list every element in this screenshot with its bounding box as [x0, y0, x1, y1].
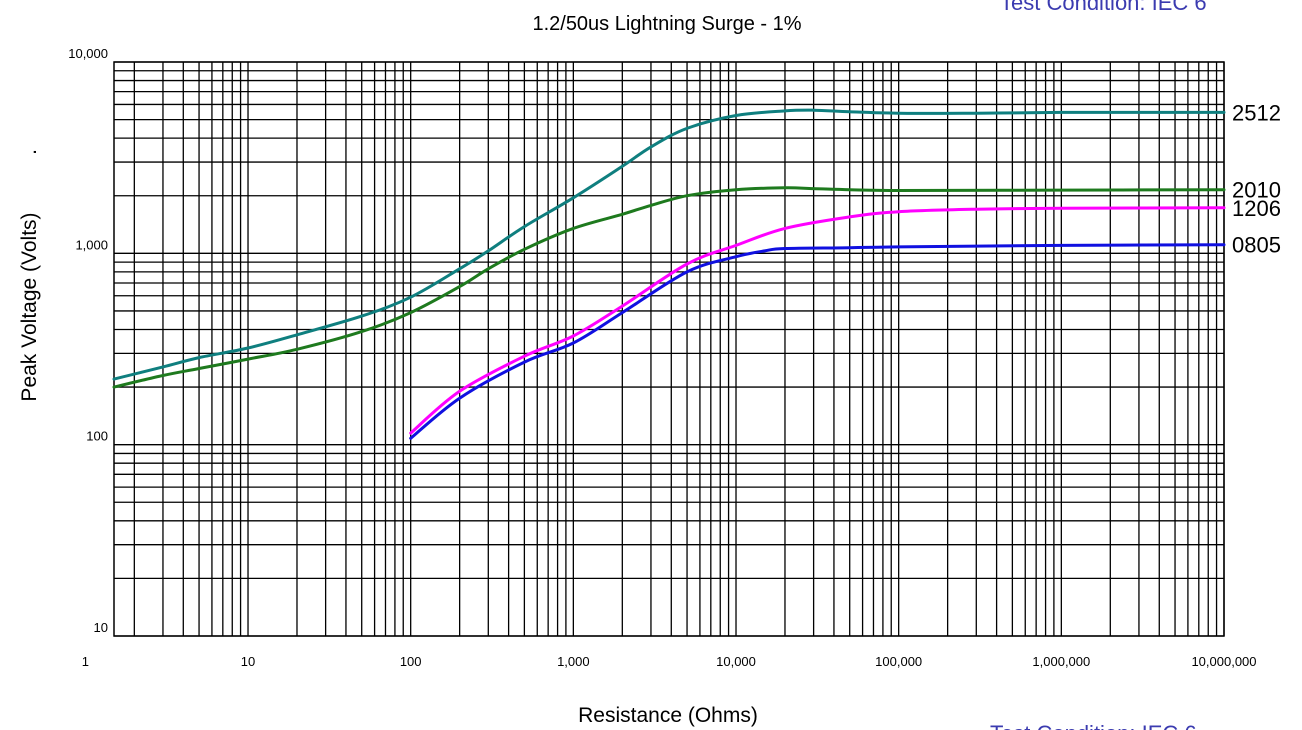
series-lines [112, 108, 1226, 440]
series-line-1206 [409, 206, 1226, 435]
test-condition-note-bottom: Test Condition: IEC 6 [990, 721, 1197, 730]
series-label-1206: 1206 [1232, 196, 1281, 221]
series-label-2010: 2010 [1232, 178, 1281, 203]
y-tick-label: 10 [94, 620, 108, 635]
y-tick-label: 10,000 [68, 46, 108, 61]
series-line-2512 [112, 108, 1226, 381]
chart-title: 1.2/50us Lightning Surge - 1% [532, 13, 801, 35]
x-tick-label: 100,000 [875, 654, 922, 669]
x-tick-label: 10 [241, 654, 255, 669]
series-line-0805 [409, 243, 1226, 440]
tick-labels: 1 10 100 1,000 10,000 100,000 1,000,000 10,000,… [68, 46, 1256, 669]
x-tick-label: 1,000 [557, 654, 590, 669]
x-axis-label: Resistance (Ohms) [578, 704, 758, 727]
x-tick-label: 1,000,000 [1032, 654, 1090, 669]
x-tick-label: 10,000,000 [1191, 654, 1256, 669]
y-tick-label: 100 [86, 429, 108, 444]
grid [113, 61, 1225, 637]
x-tick-label: 1 [82, 654, 89, 669]
x-tick-label: 100 [400, 654, 422, 669]
series-line-2010 [112, 186, 1226, 389]
series-label-0805: 0805 [1232, 233, 1281, 258]
plot-frame [113, 61, 1225, 637]
x-tick-label: 10,000 [716, 654, 756, 669]
y-axis-label-dot: . [18, 149, 41, 155]
y-axis-label: Peak Voltage (Volts) [18, 212, 41, 401]
test-condition-note-top: Test Condition: IEC 6 [1000, 0, 1207, 15]
series-label-2512: 2512 [1232, 100, 1281, 125]
y-tick-label: 1,000 [75, 237, 108, 252]
